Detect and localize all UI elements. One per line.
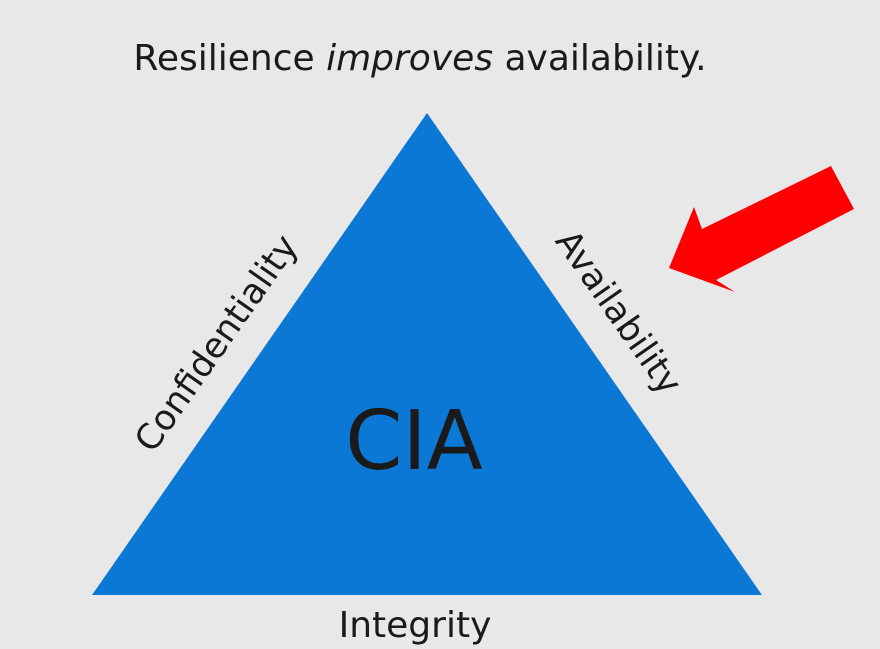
integrity-label: Integrity	[339, 605, 492, 646]
cia-triangle	[92, 113, 762, 595]
triangle-center-label: CIA	[345, 394, 483, 489]
slide-title: Resilience improves availability.	[0, 38, 840, 79]
title-part-1: Resilience	[133, 38, 327, 79]
title-emphasis: improves	[326, 38, 494, 79]
title-part-2: availability.	[493, 38, 707, 79]
red-arrow-icon	[669, 166, 854, 292]
